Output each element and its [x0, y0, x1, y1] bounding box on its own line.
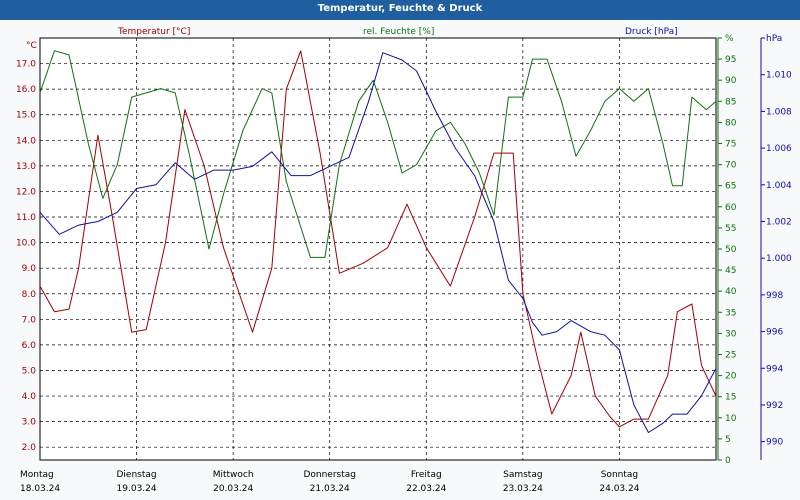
date-tick-label: 24.03.24	[599, 484, 639, 494]
pressure-tick-label: 990	[766, 438, 783, 448]
humidity-tick-label: 80	[725, 118, 737, 128]
date-tick-label: 23.03.24	[503, 484, 543, 494]
temperature-tick-label: 7.0	[22, 315, 37, 325]
pressure-tick-label: hPa	[766, 34, 782, 44]
humidity-tick-label: 70	[725, 161, 737, 171]
date-tick-label: 21.03.24	[310, 484, 350, 494]
temperature-tick-label: 6.0	[22, 341, 37, 351]
temperature-series-line	[39, 50, 717, 428]
pressure-tick-label: 992	[766, 401, 783, 411]
humidity-tick-label: %	[725, 34, 734, 44]
axis-labels: Temperatur [°C] rel. Feuchte [%] Druck […	[16, 27, 792, 494]
chart-title: Temperatur, Feuchte & Druck	[317, 3, 483, 14]
temperature-tick-label: 9.0	[22, 264, 37, 274]
day-tick-label: Dienstag	[117, 470, 157, 480]
pressure-series-line	[39, 52, 717, 433]
pressure-tick-label: 1.010	[766, 71, 792, 81]
day-tick-label: Donnerstag	[303, 470, 356, 480]
date-tick-label: 19.03.24	[117, 484, 157, 494]
temperature-tick-label: 4.0	[22, 392, 37, 402]
plot-area	[39, 37, 717, 461]
temperature-tick-label: 8.0	[22, 290, 37, 300]
temperature-tick-label: 11.0	[16, 213, 36, 223]
humidity-tick-label: 60	[725, 203, 737, 213]
chart-title-bar: Temperatur, Feuchte & Druck	[0, 0, 800, 20]
humidity-tick-label: 65	[725, 182, 736, 192]
humidity-tick-label: 30	[725, 329, 737, 339]
temperature-tick-label: 3.0	[22, 418, 37, 428]
pressure-tick-label: 994	[766, 364, 783, 374]
grid-lines	[40, 38, 716, 460]
temperature-axis-label: Temperatur [°C]	[117, 27, 190, 37]
series-lines	[39, 50, 717, 433]
day-tick-label: Samstag	[503, 470, 542, 480]
temperature-tick-label: 10.0	[16, 239, 36, 249]
humidity-tick-label: 5	[725, 435, 731, 445]
pressure-tick-label: 1.002	[766, 217, 792, 227]
date-tick-label: 22.03.24	[406, 484, 446, 494]
temperature-unit: °C	[26, 41, 37, 51]
humidity-tick-label: 0	[725, 456, 731, 466]
pressure-tick-label: 1.000	[766, 254, 792, 264]
humidity-tick-label: 45	[725, 266, 736, 276]
temperature-tick-label: 15.0	[16, 111, 36, 121]
day-tick-label: Sonntag	[601, 470, 638, 480]
chart-canvas: Temperatur [°C] rel. Feuchte [%] Druck […	[16, 27, 792, 494]
humidity-tick-label: 10	[725, 414, 737, 424]
temperature-tick-label: 17.0	[16, 60, 36, 70]
day-tick-label: Freitag	[411, 470, 442, 480]
temperature-tick-label: 5.0	[22, 366, 37, 376]
date-tick-label: 18.03.24	[20, 484, 60, 494]
humidity-tick-label: 75	[725, 140, 736, 150]
humidity-tick-label: 85	[725, 97, 736, 107]
date-tick-label: 20.03.24	[213, 484, 253, 494]
humidity-tick-label: 20	[725, 372, 737, 382]
humidity-tick-label: 55	[725, 224, 736, 234]
humidity-series-line	[39, 50, 717, 258]
pressure-tick-label: 996	[766, 328, 783, 338]
day-tick-label: Montag	[20, 470, 54, 480]
temperature-tick-label: 14.0	[16, 136, 36, 146]
humidity-axis-label: rel. Feuchte [%]	[363, 27, 434, 37]
humidity-tick-label: 40	[725, 287, 737, 297]
temperature-tick-label: 12.0	[16, 187, 36, 197]
humidity-tick-label: 95	[725, 55, 736, 65]
pressure-tick-label: 1.004	[766, 181, 792, 191]
humidity-tick-label: 90	[725, 76, 737, 86]
day-tick-label: Mittwoch	[213, 470, 254, 480]
temperature-tick-label: 13.0	[16, 162, 36, 172]
humidity-tick-label: 35	[725, 308, 736, 318]
pressure-tick-label: 1.008	[766, 107, 792, 117]
temperature-tick-label: 2.0	[22, 443, 37, 453]
pressure-axis-label: Druck [hPa]	[625, 27, 678, 37]
humidity-tick-label: 50	[725, 245, 737, 255]
humidity-tick-label: 25	[725, 351, 736, 361]
pressure-tick-label: 1.006	[766, 144, 792, 154]
temperature-tick-label: 16.0	[16, 85, 36, 95]
pressure-tick-label: 998	[766, 291, 783, 301]
humidity-tick-label: 15	[725, 393, 736, 403]
